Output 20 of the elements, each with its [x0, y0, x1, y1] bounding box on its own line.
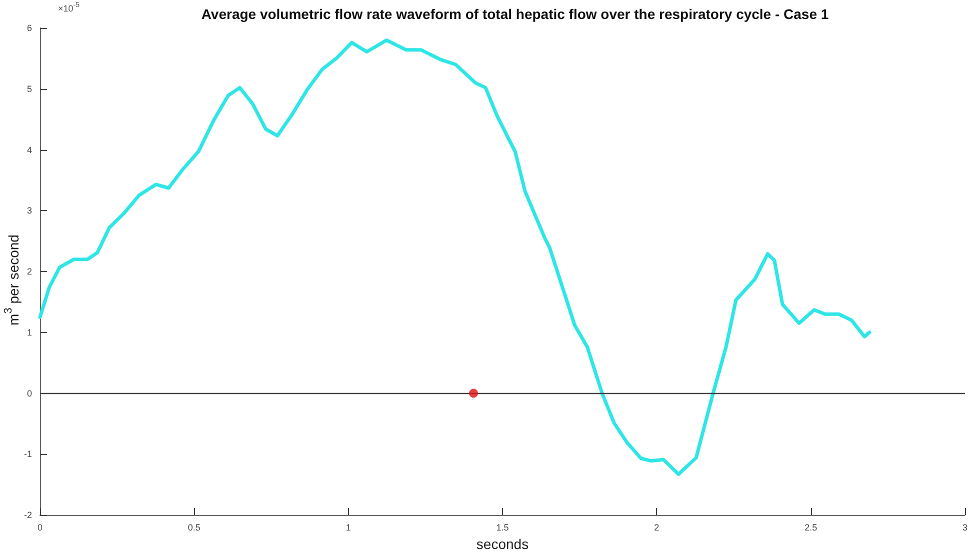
y-tick-label: -2: [24, 510, 32, 520]
x-tick-label: 0: [37, 522, 43, 532]
y-tick-label: 3: [26, 206, 32, 216]
x-tick-label: 3: [962, 522, 968, 532]
y-tick-label: 4: [26, 144, 32, 155]
x-tick-label: 2: [654, 522, 660, 532]
x-tick-label: 2.5: [804, 522, 818, 532]
line-series: [38, 38, 872, 476]
y-tick-label: 2: [26, 266, 32, 276]
y-tick-label: 0: [26, 388, 32, 398]
y-tick-label: 6: [26, 23, 32, 33]
y-axis-title: m3 per second: [2, 234, 22, 326]
y-tick-label: -1: [24, 449, 32, 460]
y-tick-label: 1: [26, 327, 32, 338]
x-tick-label: 1.5: [496, 522, 509, 532]
y-tick-label: 5: [26, 84, 32, 94]
x-tick-label: 1: [346, 522, 351, 532]
x-tick-label: 0.5: [188, 522, 200, 532]
x-axis-title: seconds: [476, 536, 529, 552]
chart-title: Average volumetric flow rate waveform of total hepatic flow over the respiratory cycle - Case 1: [201, 6, 829, 22]
